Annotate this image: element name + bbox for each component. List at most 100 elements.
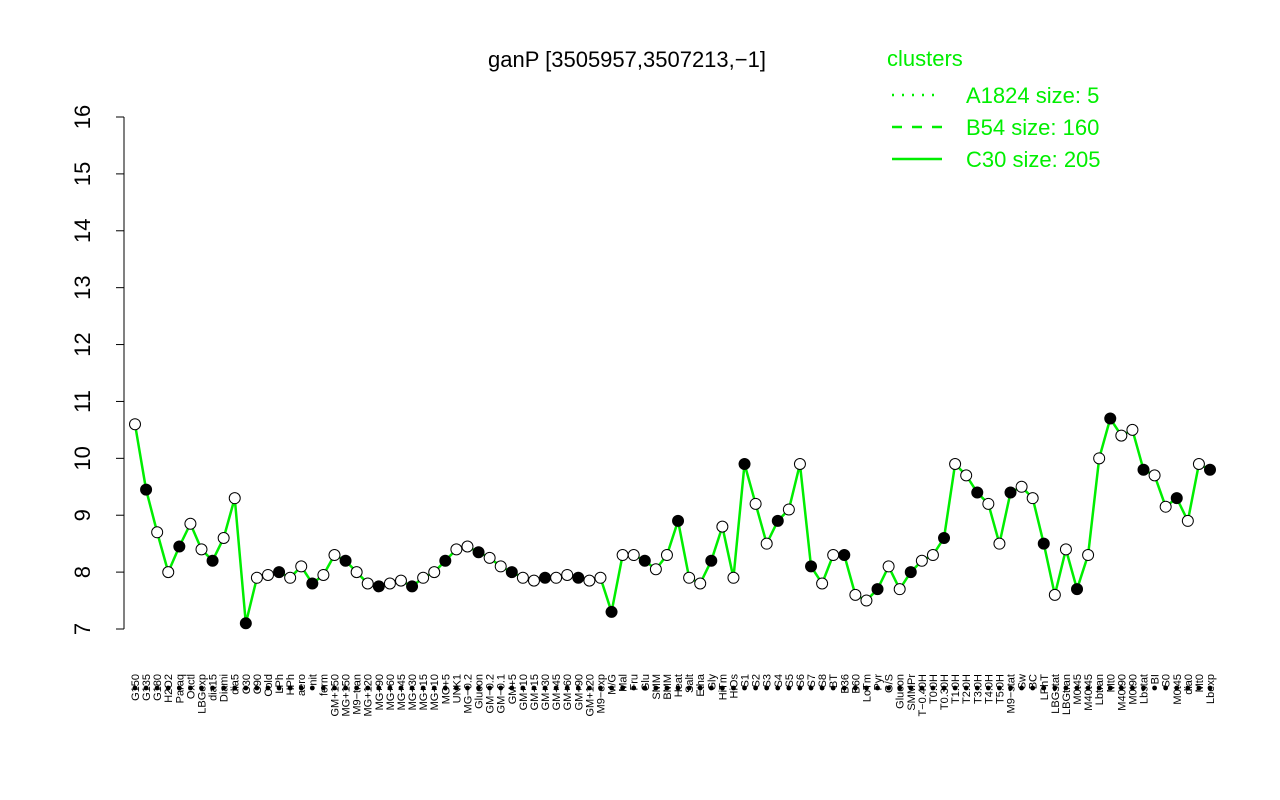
x-tick-mark bbox=[775, 685, 781, 691]
x-tick-label: GM+15 bbox=[529, 674, 541, 710]
x-tick-mark bbox=[1019, 685, 1024, 691]
data-point bbox=[915, 554, 928, 567]
x-tick-label: LoTm bbox=[861, 674, 873, 702]
legend-label: B54 size: 160 bbox=[966, 115, 1099, 140]
x-tick-mark bbox=[1096, 685, 1102, 691]
data-point bbox=[904, 566, 917, 579]
data-point bbox=[1148, 469, 1161, 482]
x-tick-label: GM+10 bbox=[518, 674, 530, 710]
x-tick-label: Mal bbox=[618, 674, 630, 692]
legend-label: A1824 size: 5 bbox=[966, 83, 1099, 108]
data-point bbox=[505, 566, 518, 579]
data-point bbox=[472, 546, 485, 559]
legend: clusters A1824 size: 5 B54 size: 160 C30 s… bbox=[887, 46, 1101, 172]
data-point bbox=[605, 605, 618, 618]
x-tick-mark bbox=[1163, 685, 1169, 691]
x-tick-mark bbox=[420, 685, 426, 691]
x-tick-mark bbox=[974, 685, 980, 691]
x-tick-mark bbox=[952, 685, 958, 691]
data-point bbox=[228, 492, 241, 505]
data-point bbox=[926, 549, 939, 562]
x-tick-mark bbox=[387, 685, 393, 691]
data-point bbox=[317, 568, 330, 581]
x-tick-mark bbox=[897, 685, 903, 691]
x-tick-label: GM+90 bbox=[573, 674, 585, 710]
data-point bbox=[738, 458, 751, 471]
x-tick-label: S2 bbox=[751, 674, 763, 687]
x-tick-label: Diami bbox=[219, 674, 231, 702]
x-tick-mark bbox=[963, 685, 969, 691]
x-tick-mark bbox=[265, 685, 271, 691]
x-tick-mark bbox=[442, 685, 448, 691]
x-tick-label: BI bbox=[1150, 674, 1162, 684]
data-point bbox=[827, 549, 840, 562]
x-tick-label: MG+30 bbox=[407, 674, 419, 710]
x-tick-mark bbox=[1141, 685, 1146, 691]
x-tick-label: SMMPr bbox=[906, 674, 918, 711]
x-tick-label: T−0.40H bbox=[917, 674, 929, 717]
data-point bbox=[1071, 583, 1084, 596]
data-point bbox=[184, 517, 197, 530]
data-point bbox=[938, 531, 951, 544]
x-tick-label: Gly bbox=[706, 674, 718, 691]
data-point bbox=[406, 580, 419, 593]
x-tick-mark bbox=[276, 685, 282, 691]
data-point bbox=[749, 497, 762, 510]
data-point bbox=[394, 574, 407, 587]
x-tick-mark bbox=[321, 685, 326, 691]
x-tick-label: UNK1 bbox=[451, 674, 463, 703]
x-tick-label: LBGtran bbox=[1061, 674, 1073, 715]
x-tick-label: M/G bbox=[607, 674, 619, 695]
x-tick-mark bbox=[254, 685, 260, 691]
x-tick-label: MG+150 bbox=[341, 674, 353, 717]
data-point bbox=[450, 543, 463, 556]
x-tick-label: C30 bbox=[241, 674, 253, 694]
x-tick-label: M40t45 bbox=[1083, 674, 1095, 711]
data-point bbox=[516, 571, 529, 584]
x-tick-label: MG+15 bbox=[418, 674, 430, 710]
x-tick-mark bbox=[476, 685, 481, 691]
x-tick-label: MG+120 bbox=[363, 674, 375, 717]
x-tick-label: Glucon bbox=[895, 674, 907, 709]
data-point bbox=[971, 486, 984, 499]
x-tick-mark bbox=[542, 685, 548, 691]
y-tick-label: 8 bbox=[70, 566, 95, 578]
x-tick-mark bbox=[188, 685, 193, 691]
x-tick-label: Lbtran bbox=[1094, 674, 1106, 705]
x-tick-label: nit bbox=[307, 674, 319, 686]
data-point bbox=[206, 554, 219, 567]
data-point bbox=[372, 580, 385, 593]
x-tick-mark bbox=[586, 685, 592, 691]
x-tick-label: Fru bbox=[629, 674, 641, 691]
x-tick-label: GM+45 bbox=[551, 674, 563, 710]
x-tick-label: Mt0 bbox=[1105, 674, 1117, 692]
x-tick-mark bbox=[1063, 685, 1069, 691]
data-point bbox=[261, 568, 274, 581]
data-point bbox=[838, 549, 851, 562]
x-tick-mark bbox=[1185, 685, 1191, 691]
data-point bbox=[627, 549, 640, 562]
data-point bbox=[594, 571, 607, 584]
x-tick-label: Sw bbox=[1017, 674, 1029, 689]
x-tick-mark bbox=[498, 685, 504, 691]
data-point bbox=[782, 503, 795, 516]
x-tick-mark bbox=[465, 685, 470, 691]
x-tick-mark bbox=[354, 685, 360, 691]
x-tick-label: dia15 bbox=[208, 674, 220, 701]
data-point bbox=[793, 458, 806, 471]
data-point bbox=[1004, 486, 1017, 499]
x-tick-label: M0t45 bbox=[1072, 674, 1084, 705]
data-point bbox=[683, 571, 696, 584]
y-tick-label: 7 bbox=[70, 623, 95, 635]
data-point bbox=[694, 577, 707, 590]
data-point bbox=[494, 560, 507, 573]
x-tick-label: T4.0H bbox=[983, 674, 995, 704]
x-tick-label: Paraq bbox=[174, 674, 186, 703]
x-tick-label: LPh bbox=[274, 674, 286, 694]
data-point bbox=[328, 549, 341, 562]
data-point bbox=[306, 577, 319, 590]
x-tick-label: G180 bbox=[152, 674, 164, 701]
data-point bbox=[1126, 423, 1139, 436]
x-tick-mark bbox=[143, 685, 149, 691]
x-tick-mark bbox=[575, 685, 581, 691]
